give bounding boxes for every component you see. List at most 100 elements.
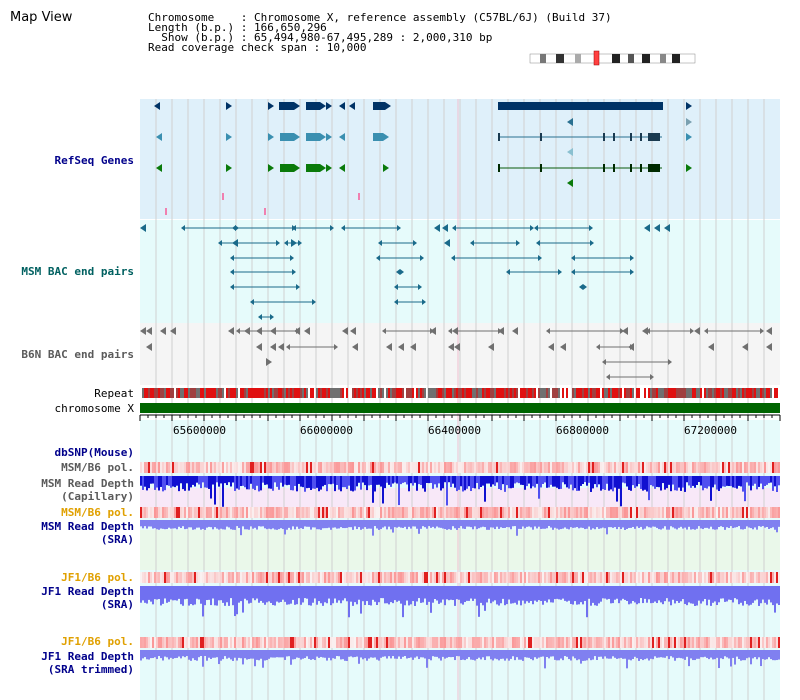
read-depth-bar bbox=[454, 520, 456, 529]
gene-exon bbox=[656, 133, 658, 141]
polymorphism-cell bbox=[624, 572, 626, 583]
read-depth-bar bbox=[398, 586, 400, 601]
track-label-msm-depth-sra[interactable]: MSM Read Depth bbox=[41, 520, 134, 533]
polymorphism-cell bbox=[412, 637, 414, 648]
repeat-segment bbox=[252, 388, 254, 398]
gene-exon bbox=[654, 133, 656, 141]
bac-end-marker bbox=[400, 269, 404, 275]
polymorphism-cell bbox=[188, 637, 190, 648]
chromosome-ideogram[interactable] bbox=[529, 50, 696, 66]
polymorphism-cell bbox=[404, 572, 406, 583]
repeat-segment bbox=[744, 388, 746, 398]
polymorphism-cell bbox=[194, 637, 196, 648]
track-label-msm-bac[interactable]: MSM BAC end pairs bbox=[21, 265, 134, 278]
read-depth-bar bbox=[260, 586, 262, 601]
msm-bac-track[interactable] bbox=[140, 224, 670, 320]
read-depth-bar bbox=[506, 520, 508, 528]
track-label-jf1-depth-trimmed[interactable]: JF1 Read Depth bbox=[41, 650, 134, 663]
read-depth-bar bbox=[600, 650, 602, 657]
polymorphism-cell bbox=[550, 462, 552, 473]
read-depth-bar bbox=[426, 586, 428, 605]
track-label-msm-b6-pol-2[interactable]: MSM/B6 pol. bbox=[61, 506, 134, 519]
polymorphism-cell bbox=[576, 507, 578, 518]
track-label-jf1-b6-pol-1[interactable]: JF1/B6 pol. bbox=[61, 571, 134, 584]
track-label-msm-b6-pol-1[interactable]: MSM/B6 pol. bbox=[61, 461, 134, 474]
read-depth-bar bbox=[306, 650, 308, 657]
polymorphism-cell bbox=[432, 507, 434, 518]
polymorphism-cell bbox=[428, 572, 430, 583]
polymorphism-cell bbox=[572, 507, 574, 518]
read-depth-bar bbox=[726, 586, 728, 602]
polymorphism-cell bbox=[470, 462, 472, 473]
polymorphism-cell bbox=[528, 462, 530, 473]
gene-arrow bbox=[434, 224, 440, 232]
polymorphism-cell bbox=[282, 572, 284, 583]
read-depth-bar bbox=[566, 586, 568, 602]
polymorphism-cell bbox=[218, 637, 220, 648]
polymorphism-cell bbox=[554, 507, 556, 518]
polymorphism-cell bbox=[390, 462, 392, 473]
read-depth-bar bbox=[562, 586, 564, 599]
polymorphism-cell bbox=[316, 572, 318, 583]
read-depth-bar bbox=[584, 476, 586, 483]
read-depth-bar bbox=[490, 586, 492, 604]
polymorphism-cell bbox=[576, 572, 578, 583]
gene-arrow bbox=[278, 343, 284, 351]
polymorphism-cell bbox=[354, 637, 356, 648]
read-depth-bar bbox=[254, 650, 256, 667]
read-depth-bar bbox=[772, 650, 774, 661]
read-depth-bar bbox=[532, 520, 534, 530]
polymorphism-cell bbox=[154, 462, 156, 473]
polymorphism-cell bbox=[500, 572, 502, 583]
polymorphism-cell bbox=[424, 507, 426, 518]
read-depth-bar bbox=[656, 520, 658, 528]
polymorphism-cell bbox=[196, 507, 198, 518]
track-label-msm-depth-capillary[interactable]: MSM Read Depth bbox=[41, 477, 134, 490]
polymorphism-cell bbox=[310, 637, 312, 648]
polymorphism-cell bbox=[394, 462, 396, 473]
read-depth-bar bbox=[164, 650, 166, 657]
read-depth-bar bbox=[488, 476, 490, 484]
b6n-bac-track[interactable] bbox=[140, 327, 772, 380]
polymorphism-cell bbox=[210, 637, 212, 648]
read-depth-bar bbox=[350, 586, 352, 602]
polymorphism-cell bbox=[170, 637, 172, 648]
polymorphism-cell bbox=[522, 462, 524, 473]
polymorphism-cell bbox=[214, 572, 216, 583]
read-depth-bar bbox=[524, 520, 526, 529]
polymorphism-cell bbox=[374, 637, 376, 648]
refseq-genes-track[interactable] bbox=[154, 102, 692, 215]
polymorphism-cell bbox=[698, 637, 700, 648]
read-depth-bar bbox=[500, 586, 502, 604]
read-depth-bar bbox=[492, 520, 494, 528]
polymorphism-cell bbox=[610, 507, 612, 518]
read-depth-bar bbox=[278, 476, 280, 490]
track-label-jf1-b6-pol-2[interactable]: JF1/B6 pol. bbox=[61, 635, 134, 648]
repeat-segment bbox=[572, 388, 574, 398]
read-depth-bar bbox=[330, 520, 332, 530]
read-depth-bar bbox=[626, 476, 628, 487]
polymorphism-cell bbox=[568, 572, 570, 583]
polymorphism-cell bbox=[414, 462, 416, 473]
read-depth-bar bbox=[256, 586, 258, 599]
gene-arrow bbox=[156, 133, 162, 141]
repeat-segment bbox=[146, 388, 148, 398]
track-label-refseq[interactable]: RefSeq Genes bbox=[54, 154, 134, 167]
msm-b6-pol-track-2 bbox=[140, 507, 780, 518]
read-depth-bar bbox=[200, 586, 202, 604]
track-label-dbsnp[interactable]: dbSNP(Mouse) bbox=[54, 446, 134, 459]
track-label-b6n-bac[interactable]: B6N BAC end pairs bbox=[21, 348, 134, 361]
polymorphism-cell bbox=[278, 637, 280, 648]
read-depth-bar bbox=[720, 476, 722, 489]
repeat-segment bbox=[738, 388, 740, 398]
read-depth-bar bbox=[228, 650, 230, 658]
read-depth-bar bbox=[474, 650, 476, 661]
read-depth-bar bbox=[734, 476, 736, 488]
read-depth-bar bbox=[242, 650, 244, 665]
polymorphism-cell bbox=[698, 572, 700, 583]
read-depth-bar bbox=[630, 520, 632, 528]
read-depth-bar bbox=[634, 520, 636, 529]
track-label-jf1-depth-sra[interactable]: JF1 Read Depth bbox=[41, 585, 134, 598]
read-depth-bar bbox=[452, 586, 454, 601]
